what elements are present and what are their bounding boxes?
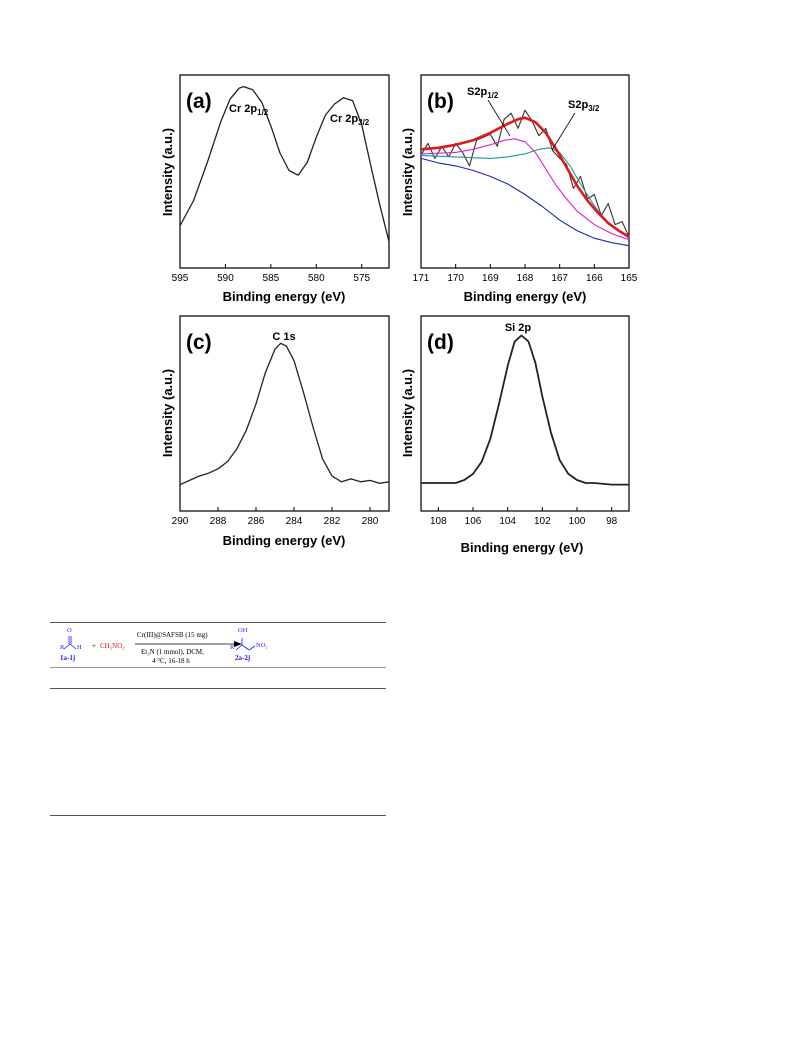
reaction-scheme-table: O R H 1a-1j + CH₃NO₂ Cr(III)@SAFSB (15 m… (50, 622, 386, 816)
x-tick-label: 167 (551, 273, 568, 284)
x-tick-label: 288 (210, 516, 227, 527)
series-line-c-spectrum (179, 342, 390, 486)
pointer-s2p12 (487, 99, 511, 137)
reaction-arrow (135, 641, 242, 647)
x-tick-label: 108 (430, 516, 447, 527)
panel-letter-b: (b) (427, 90, 454, 113)
x-tick-label: 102 (534, 516, 551, 527)
peak-label-s2p12: S2p1/2 (467, 86, 499, 100)
condition-catalyst: Cr(III)@SAFSB (15 mg) (137, 631, 208, 639)
x-tick-label: 98 (606, 516, 618, 527)
series-line-a-spectrum (179, 85, 390, 242)
x-axis-label-d: Binding energy (eV) (461, 540, 584, 555)
product-label: 2a-2j (235, 654, 251, 662)
panel-c: (c) 290 288 286 284 282 280 Binding energy (e… (160, 315, 390, 548)
y-axis-label-c: Intensity (a.u.) (160, 369, 175, 457)
series-line-b-s2p32 (420, 147, 630, 239)
series-line-b-baseline (420, 157, 630, 247)
plot-frame-d (420, 315, 630, 512)
table-top-rule (50, 622, 386, 623)
x-tick-label: 169 (482, 273, 499, 284)
panel-letter-a: (a) (186, 90, 212, 113)
peak-label-cr2p32: Cr 2p3/2 (330, 113, 370, 127)
plot-area-a (179, 85, 390, 242)
panel-a: (a) 595 590 585 580 575 Binding energy (eV) … (160, 74, 390, 304)
x-tick-label: 165 (621, 273, 638, 284)
peak-label-si2p: Si 2p (505, 322, 532, 334)
x-tick-label: 286 (248, 516, 265, 527)
series-line-b-s2p12 (420, 138, 630, 241)
product-atom-no2: NO₂ (256, 642, 268, 649)
table-header-rule (50, 688, 386, 689)
x-tick-label: 170 (447, 273, 464, 284)
table-bottom-rule (50, 815, 386, 816)
nitromethane-reagent: CH₃NO₂ (100, 642, 125, 650)
x-tick-label: 595 (172, 273, 189, 284)
plot-area-c (179, 342, 390, 486)
condition-base-solvent: Et₃N (1 mmol), DCM, (141, 648, 204, 656)
x-tick-label: 590 (217, 273, 234, 284)
y-axis-label-a: Intensity (a.u.) (160, 128, 175, 216)
x-tick-label: 106 (465, 516, 482, 527)
x-tick-label: 171 (413, 273, 430, 284)
x-tick-label: 104 (499, 516, 516, 527)
x-tick-label: 585 (263, 273, 280, 284)
pointer-s2p32 (551, 112, 576, 151)
product-atom-r: R (230, 644, 235, 651)
panel-letter-d: (d) (427, 331, 454, 354)
x-tick-label: 100 (569, 516, 586, 527)
plus-sign: + (92, 642, 96, 650)
panel-b: (b) 171 170 169 168 167 166 165 Binding energy… (400, 74, 638, 304)
condition-temp-time: 4 °C, 16-18 h (152, 657, 190, 665)
series-line-b-fit (420, 116, 630, 238)
x-tick-label: 166 (586, 273, 603, 284)
x-ticks-d: 108 106 104 102 100 98 (430, 507, 618, 527)
y-axis-label-b: Intensity (a.u.) (400, 128, 415, 216)
plot-area-d (421, 334, 629, 486)
plot-area-b (420, 109, 630, 247)
x-tick-label: 290 (172, 516, 189, 527)
series-line-d-spectrum (421, 334, 629, 486)
x-ticks-c: 290 288 286 284 282 280 (172, 507, 379, 527)
aldehyde-structure (63, 636, 77, 650)
x-tick-label: 168 (517, 273, 534, 284)
x-tick-label: 580 (308, 273, 325, 284)
xps-figure: (a) 595 590 585 580 575 Binding energy (eV) … (160, 74, 638, 555)
product-atom-oh: OH (238, 627, 248, 634)
peak-label-cr2p12: Cr 2p1/2 (229, 103, 269, 117)
x-tick-label: 282 (324, 516, 341, 527)
aldehyde-atom-h: H (77, 644, 82, 651)
aldehyde-atom-r: R (60, 644, 65, 651)
x-axis-label-c: Binding energy (eV) (223, 533, 346, 548)
scheme-underline-rule (50, 667, 386, 668)
y-axis-label-d: Intensity (a.u.) (400, 369, 415, 457)
plot-frame-a (179, 74, 390, 269)
product-structure (235, 638, 256, 651)
panel-letter-c: (c) (186, 331, 212, 354)
x-axis-label-b: Binding energy (eV) (464, 289, 587, 304)
series-line-b-raw (420, 109, 630, 237)
x-tick-label: 280 (362, 516, 379, 527)
peak-label-s2p32: S2p3/2 (568, 99, 600, 113)
reactant-label: 1a-1j (60, 654, 76, 662)
aldehyde-atom-o: O (67, 627, 72, 634)
x-axis-label-a: Binding energy (eV) (223, 289, 346, 304)
x-tick-label: 575 (353, 273, 370, 284)
peak-label-c1s: C 1s (272, 331, 295, 343)
x-ticks-b: 171 170 169 168 167 166 165 (413, 264, 638, 284)
x-tick-label: 284 (286, 516, 303, 527)
plot-frame-c (179, 315, 390, 512)
x-ticks-a: 595 590 585 580 575 (172, 264, 371, 284)
panel-d: (d) 108 106 104 102 100 98 Binding energy (eV… (400, 315, 630, 555)
